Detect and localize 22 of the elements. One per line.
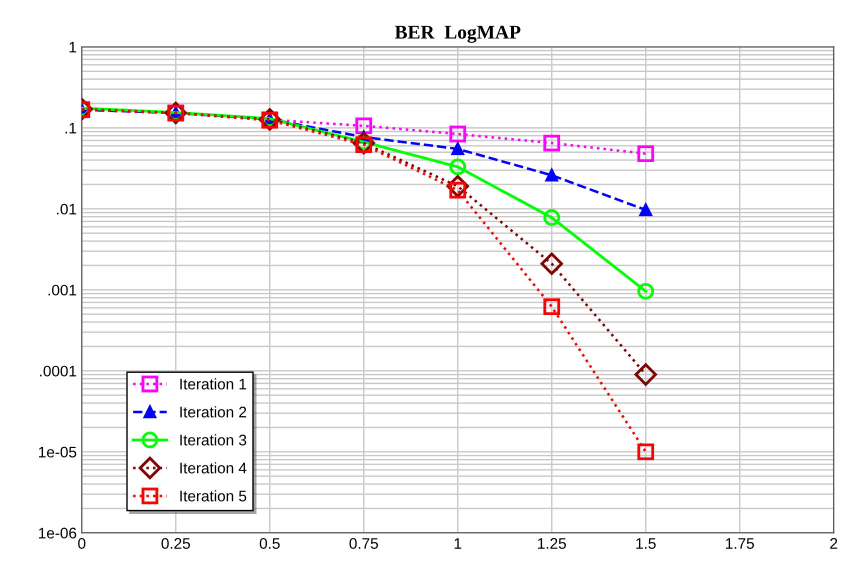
y-tick-label: .1 — [66, 122, 76, 134]
x-tick-label: 0 — [78, 538, 86, 549]
legend-label: Iteration 5 — [180, 490, 246, 502]
x-tick-label: 0.25 — [161, 538, 190, 549]
y-tick-label: .0001 — [40, 366, 76, 377]
x-tick-label: 2 — [830, 538, 838, 549]
x-tick-label: 1 — [454, 538, 462, 549]
x-tick-label: 1.75 — [726, 538, 754, 549]
y-tick-label: .001 — [48, 284, 76, 296]
x-tick-label: 0.5 — [260, 538, 280, 549]
x-tick-label: 1.25 — [538, 538, 566, 549]
legend-label: Iteration 3 — [180, 434, 246, 446]
y-tick-label: 1e-05 — [39, 446, 76, 458]
legend-label: Iteration 4 — [180, 462, 246, 474]
x-tick-label: 0.75 — [349, 538, 378, 549]
legend-label: Iteration 1 — [180, 378, 246, 390]
y-tick-label: 1e-06 — [39, 528, 76, 538]
chart-title: BER LogMAP — [394, 26, 520, 43]
y-tick-label: 1 — [70, 42, 76, 52]
y-tick-label: .01 — [57, 204, 76, 215]
x-tick-label: 1.5 — [636, 538, 656, 549]
legend-label: Iteration 2 — [180, 406, 246, 418]
